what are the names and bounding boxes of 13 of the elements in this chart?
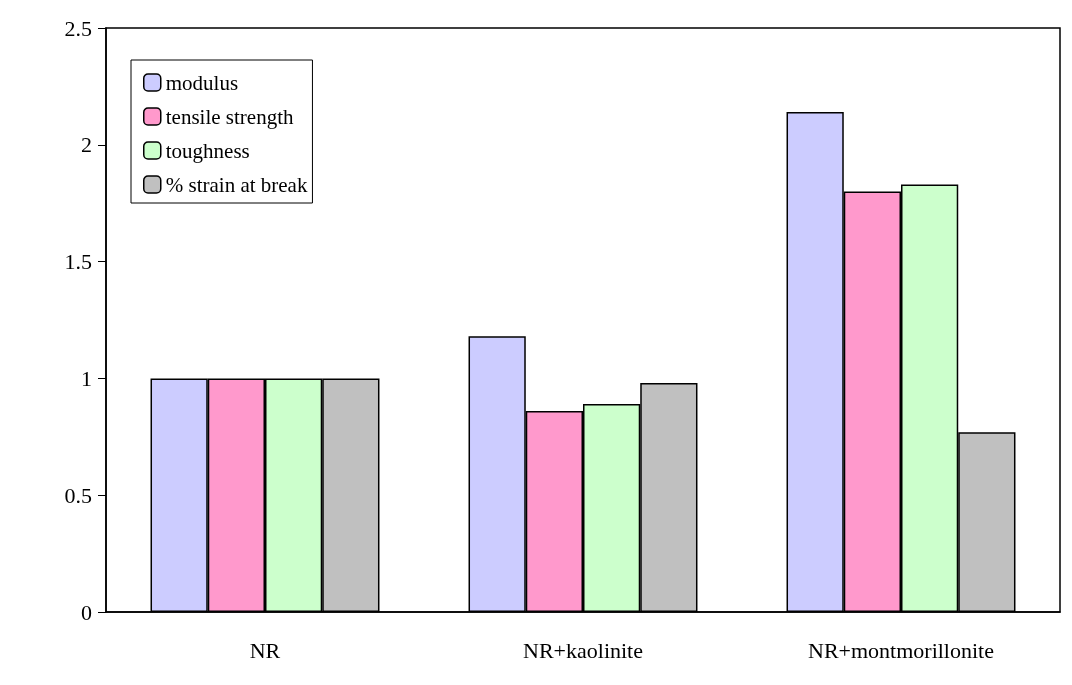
y-tick-label: 0.5 [64, 482, 92, 508]
legend-label: modulus [165, 70, 239, 95]
y-tick-label: 0 [81, 599, 92, 625]
legend-label: tensile strength [165, 104, 294, 129]
legend-label: % strain at break [165, 172, 308, 197]
x-tick-label: NR [249, 637, 281, 663]
y-tick-label: 2.5 [64, 15, 92, 41]
legend-label: toughness [165, 138, 250, 163]
x-tick-label: NR+kaolinite [523, 637, 643, 663]
y-tick-label: 1 [81, 365, 92, 391]
y-tick-label: 1.5 [64, 249, 92, 275]
x-tick-label: NR+montmorillonite [808, 637, 994, 663]
y-tick-label: 2 [81, 132, 92, 158]
